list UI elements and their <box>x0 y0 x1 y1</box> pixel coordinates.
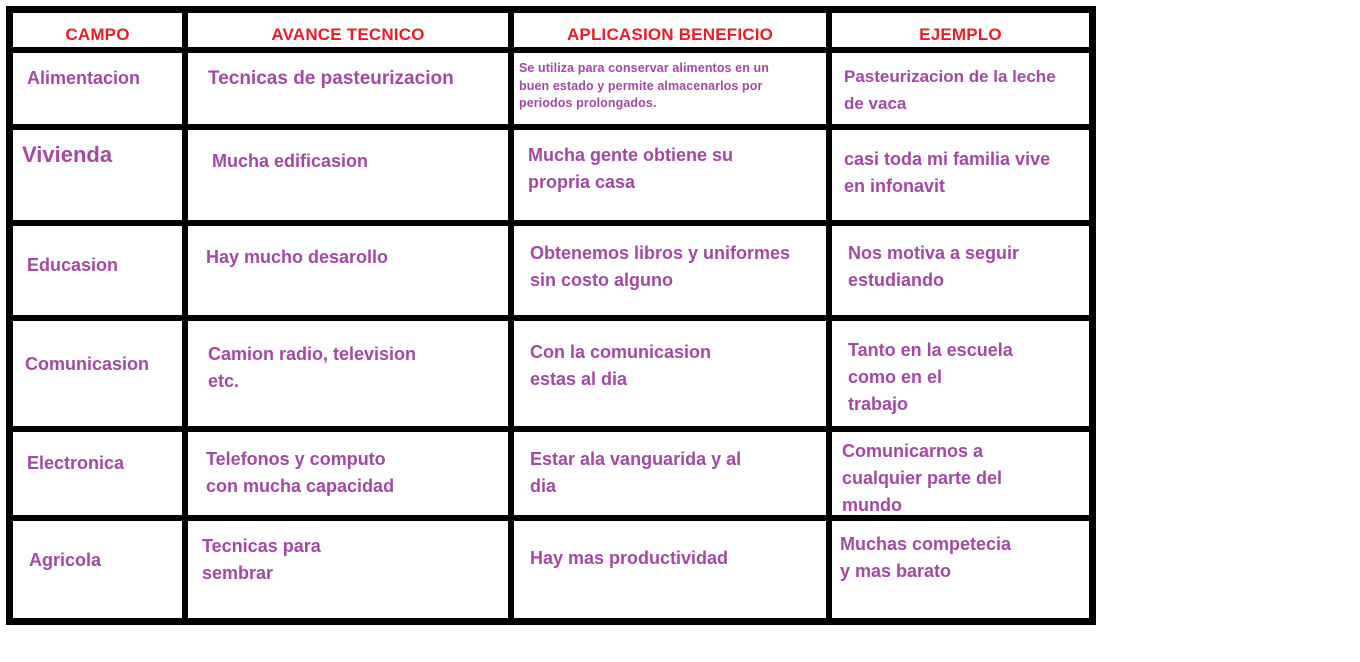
cell-educasion-aplicacion: Obtenemos libros y uniformes sin costo a… <box>511 223 829 318</box>
cell-alimentacion-ejemplo: Pasteurizacion de la leche de vaca <box>829 50 1092 127</box>
cell-vivienda-ejemplo: casi toda mi familia vive en infonavit <box>829 127 1092 223</box>
cell-electronica-aplicacion: Estar ala vanguarida y al dia <box>511 429 829 518</box>
cell-educasion-ejemplo: Nos motiva a seguir estudiando <box>829 223 1092 318</box>
cell-electronica-avance: Telefonos y computo con mucha capacidad <box>185 429 511 518</box>
cell-alimentacion-campo: Alimentacion <box>10 50 185 127</box>
cell-comunicasion-campo: Comunicasion <box>10 318 185 429</box>
cell-electronica-campo: Electronica <box>10 429 185 518</box>
cell-comunicasion-aplicacion: Con la comunicasion estas al dia <box>511 318 829 429</box>
cell-vivienda-aplicacion: Mucha gente obtiene su propria casa <box>511 127 829 223</box>
comparison-table: CAMPO AVANCE TECNICO APLICASION BENEFICI… <box>6 6 1096 625</box>
cell-agricola-campo: Agricola <box>10 518 185 621</box>
cell-alimentacion-avance: Tecnicas de pasteurizacion <box>185 50 511 127</box>
header-campo: CAMPO <box>10 10 185 50</box>
header-aplicasion-beneficio: APLICASION BENEFICIO <box>511 10 829 50</box>
cell-agricola-avance: Tecnicas para sembrar <box>185 518 511 621</box>
cell-agricola-ejemplo: Muchas competecia y mas barato <box>829 518 1092 621</box>
cell-alimentacion-aplicacion: Se utiliza para conservar alimentos en u… <box>511 50 829 127</box>
cell-comunicasion-ejemplo: Tanto en la escuela como en el trabajo <box>829 318 1092 429</box>
cell-educasion-avance: Hay mucho desarollo <box>185 223 511 318</box>
cell-agricola-aplicacion: Hay mas productividad <box>511 518 829 621</box>
cell-vivienda-avance: Mucha edificasion <box>185 127 511 223</box>
header-ejemplo: EJEMPLO <box>829 10 1092 50</box>
cell-vivienda-campo: Vivienda <box>10 127 185 223</box>
cell-educasion-campo: Educasion <box>10 223 185 318</box>
cell-comunicasion-avance: Camion radio, television etc. <box>185 318 511 429</box>
cell-electronica-ejemplo: Comunicarnos a cualquier parte del mundo <box>829 429 1092 518</box>
header-avance-tecnico: AVANCE TECNICO <box>185 10 511 50</box>
